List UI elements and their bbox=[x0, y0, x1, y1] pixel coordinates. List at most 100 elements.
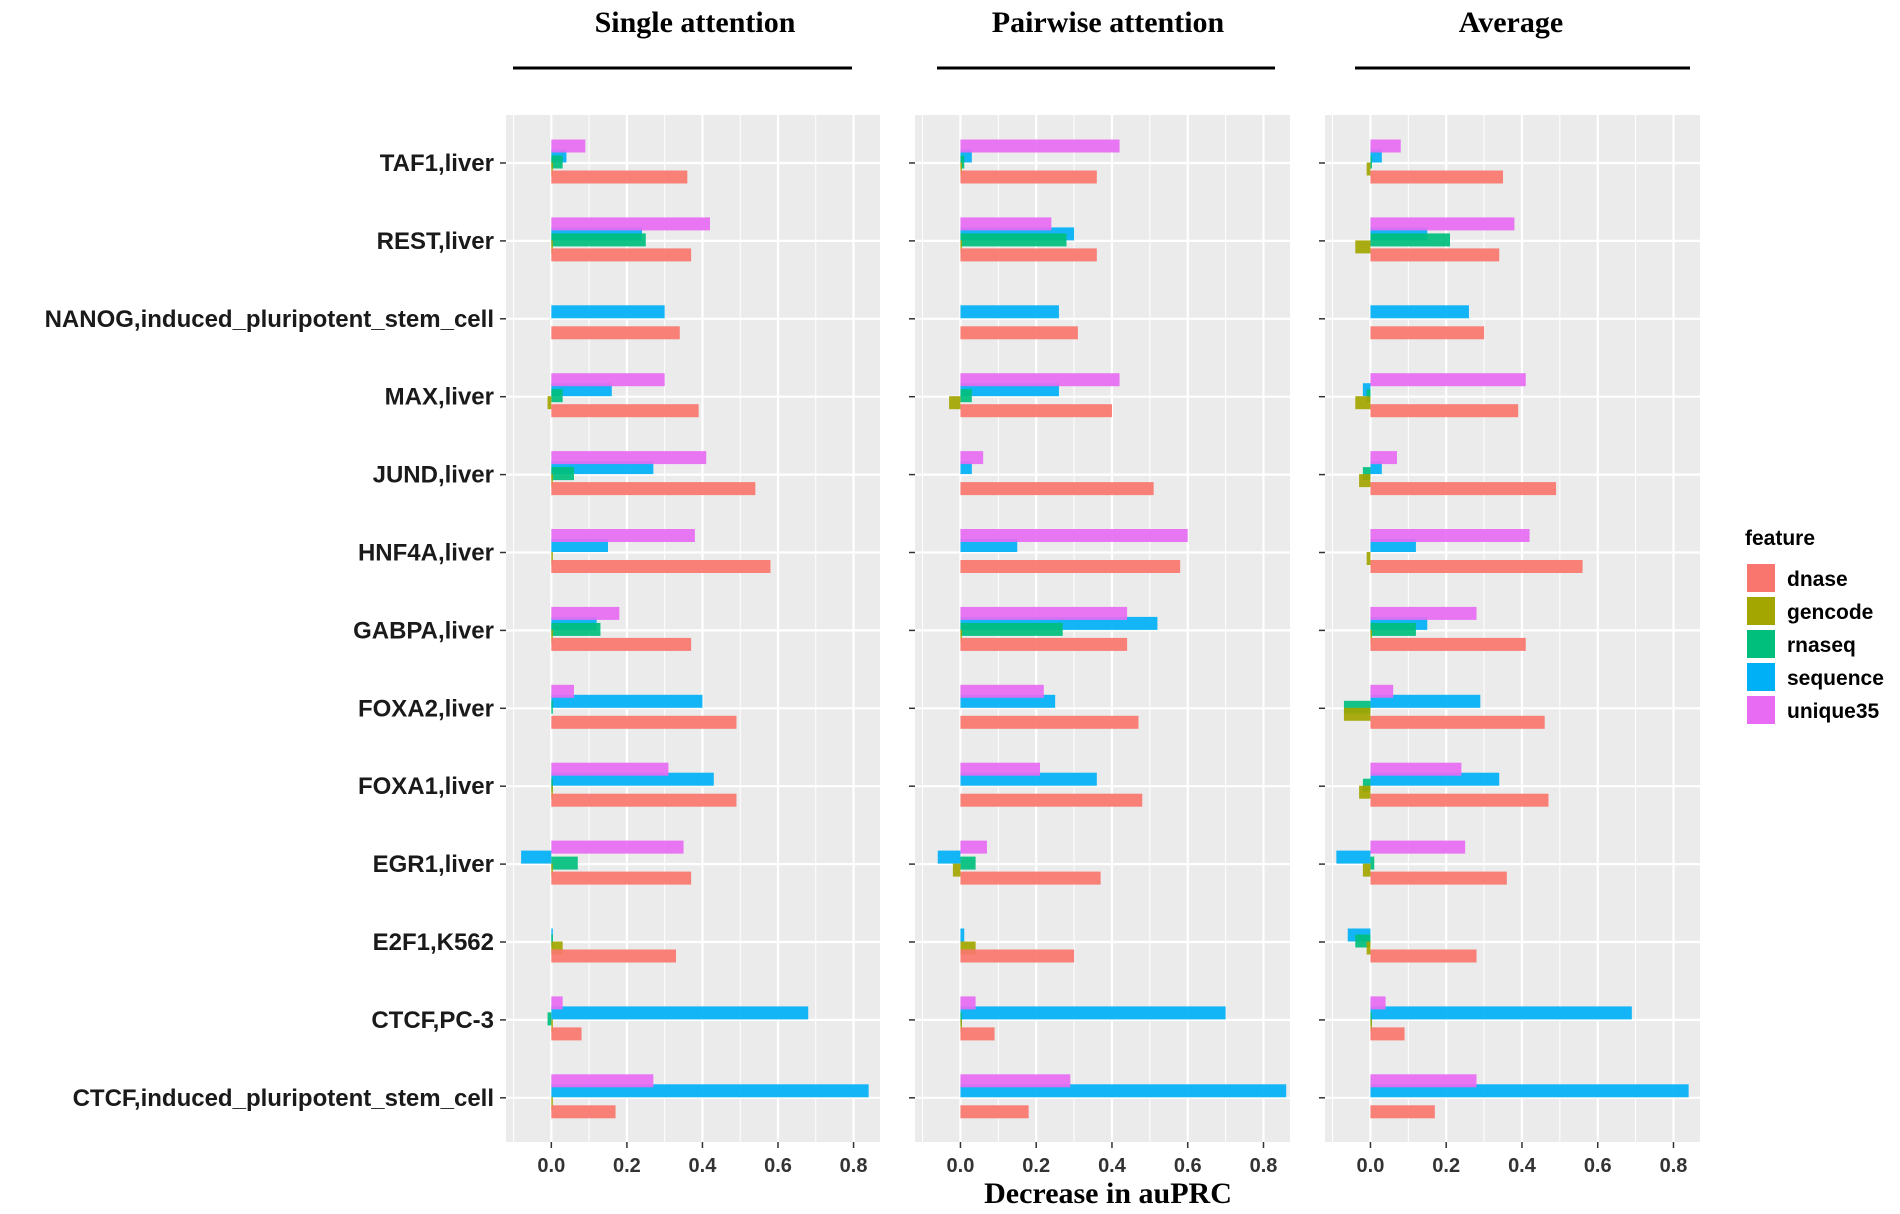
bar-unique35 bbox=[551, 1074, 654, 1088]
x-tick-label: 0.4 bbox=[689, 1155, 718, 1177]
legend-title: feature bbox=[1745, 527, 1815, 550]
bar-dnase bbox=[1370, 248, 1500, 262]
bar-rnaseq bbox=[960, 1012, 962, 1026]
bar-unique35 bbox=[1370, 529, 1530, 542]
bar-rnaseq bbox=[551, 856, 578, 870]
bar-dnase bbox=[960, 949, 1075, 963]
bar-sequence bbox=[960, 539, 1018, 552]
bar-dnase bbox=[1370, 949, 1477, 963]
bar-dnase bbox=[960, 326, 1078, 340]
bar-unique35 bbox=[1370, 451, 1397, 465]
bar-dnase bbox=[1370, 170, 1504, 184]
x-tick-label: 0.6 bbox=[764, 1155, 792, 1177]
x-tick-label: 0.8 bbox=[1250, 1155, 1278, 1177]
bar-dnase bbox=[551, 949, 676, 963]
bar-gencode bbox=[551, 474, 553, 488]
bar-gencode bbox=[1366, 162, 1371, 176]
bar-sequence bbox=[960, 694, 1056, 708]
bar-unique35 bbox=[960, 373, 1120, 387]
bar-sequence bbox=[960, 461, 972, 475]
bar-sequence bbox=[960, 928, 965, 942]
category-label: GABPA,liver bbox=[353, 617, 494, 644]
bar-sequence bbox=[1370, 1084, 1689, 1098]
bar-gencode bbox=[551, 785, 553, 799]
bar-gencode bbox=[949, 396, 961, 410]
bar-sequence bbox=[1370, 305, 1469, 319]
x-tick-label: 0.2 bbox=[613, 1155, 641, 1177]
bar-dnase bbox=[551, 1027, 582, 1041]
x-tick-label: 0.0 bbox=[947, 1155, 975, 1177]
bar-unique35 bbox=[960, 840, 987, 854]
bar-dnase bbox=[551, 170, 688, 184]
bar-sequence bbox=[1370, 772, 1500, 786]
bar-rnaseq bbox=[960, 622, 1063, 636]
bar-gencode bbox=[551, 240, 553, 254]
legend-swatch-dnase bbox=[1747, 564, 1775, 592]
bar-sequence bbox=[960, 1084, 1287, 1098]
bar-dnase bbox=[960, 248, 1097, 262]
category-label: MAX,liver bbox=[385, 384, 494, 411]
category-label: REST,liver bbox=[377, 228, 494, 255]
bar-unique35 bbox=[551, 217, 710, 231]
bar-gencode bbox=[1362, 863, 1371, 877]
bar-dnase bbox=[960, 404, 1112, 418]
bar-unique35 bbox=[1370, 684, 1394, 698]
bar-rnaseq bbox=[551, 778, 553, 792]
category-label: FOXA2,liver bbox=[358, 695, 494, 722]
bar-sequence bbox=[551, 694, 703, 708]
bar-rnaseq bbox=[551, 467, 574, 481]
bar-dnase bbox=[1370, 871, 1507, 885]
bar-dnase bbox=[551, 637, 692, 651]
bar-unique35 bbox=[551, 996, 563, 1010]
bar-dnase bbox=[960, 793, 1143, 807]
bar-gencode bbox=[551, 863, 553, 877]
bar-sequence bbox=[521, 850, 552, 864]
bar-dnase bbox=[1370, 637, 1526, 651]
bar-sequence bbox=[937, 850, 961, 864]
bar-unique35 bbox=[551, 139, 586, 153]
bar-dnase bbox=[1370, 1105, 1435, 1119]
bar-unique35 bbox=[960, 684, 1044, 698]
bar-unique35 bbox=[551, 606, 620, 620]
bar-rnaseq bbox=[960, 389, 972, 403]
legend-item-unique35: unique35 bbox=[1747, 696, 1880, 724]
bar-gencode bbox=[1370, 629, 1372, 643]
category-label: EGR1,liver bbox=[373, 851, 494, 878]
panel-pairwise-attention: Pairwise attention 0.0 0.2 0.4 0.6 0.8 bbox=[909, 6, 1290, 1177]
bar-dnase bbox=[1370, 482, 1557, 496]
bar-rnaseq bbox=[960, 233, 1067, 247]
bar-unique35 bbox=[1370, 996, 1386, 1010]
bar-sequence bbox=[960, 305, 1059, 319]
bar-rnaseq bbox=[551, 155, 563, 169]
bar-dnase bbox=[1370, 793, 1549, 807]
panel-title: Average bbox=[1459, 6, 1563, 39]
x-tick-label: 0.4 bbox=[1508, 1155, 1537, 1177]
bar-dnase bbox=[960, 637, 1128, 651]
bar-gencode bbox=[960, 1019, 962, 1033]
bar-rnaseq bbox=[1370, 155, 1372, 169]
bar-rnaseq bbox=[551, 622, 601, 636]
bar-sequence bbox=[551, 383, 612, 397]
x-tick-label: 0.6 bbox=[1174, 1155, 1202, 1177]
bar-sequence bbox=[960, 772, 1097, 786]
bar-rnaseq bbox=[551, 233, 646, 247]
x-tick-label: 0.0 bbox=[1357, 1155, 1385, 1177]
bar-unique35 bbox=[1370, 840, 1466, 854]
bar-sequence bbox=[1336, 850, 1371, 864]
bar-dnase bbox=[960, 482, 1154, 496]
bar-unique35 bbox=[1370, 762, 1462, 776]
legend-item-dnase: dnase bbox=[1747, 564, 1848, 592]
bar-dnase bbox=[960, 1105, 1029, 1119]
x-axis-title: Decrease in auPRC bbox=[984, 1177, 1232, 1210]
legend-label: rnaseq bbox=[1787, 634, 1856, 657]
x-tick-label: 0.4 bbox=[1098, 1155, 1127, 1177]
x-tick-label: 0.2 bbox=[1432, 1155, 1460, 1177]
bar-unique35 bbox=[960, 139, 1120, 153]
bar-unique35 bbox=[960, 217, 1052, 231]
legend-swatch-unique35 bbox=[1747, 696, 1775, 724]
bar-unique35 bbox=[1370, 139, 1401, 153]
x-tick-label: 0.8 bbox=[1660, 1155, 1688, 1177]
bar-rnaseq bbox=[960, 155, 965, 169]
bar-dnase bbox=[1370, 715, 1545, 729]
